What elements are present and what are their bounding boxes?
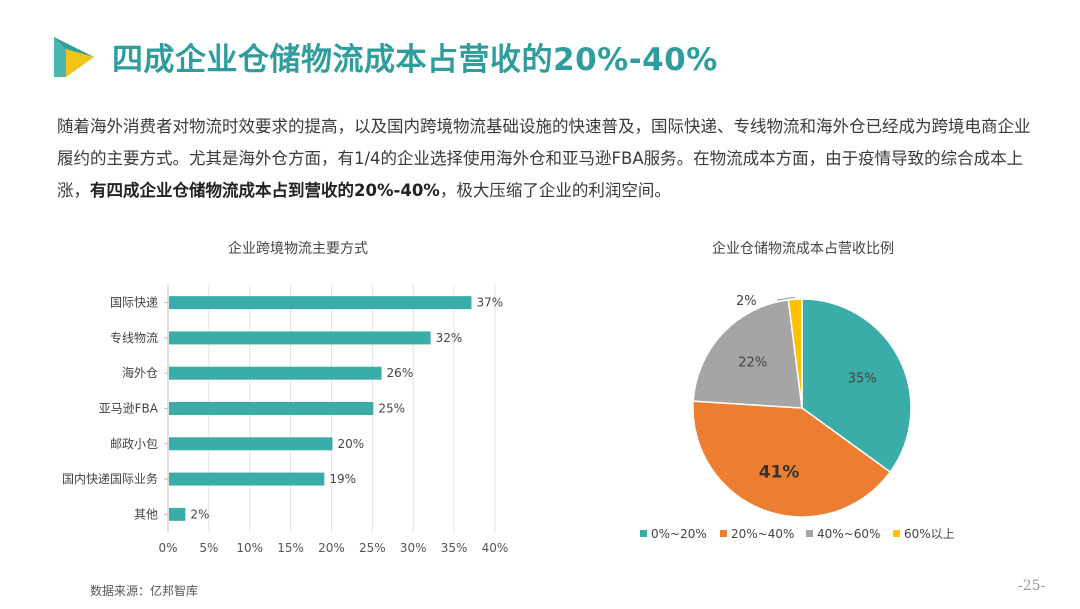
bar-category-label: 国际快递 <box>110 296 158 310</box>
pie-leader-line <box>776 296 796 301</box>
bar-category-label: 专线物流 <box>110 330 158 345</box>
pie-value-label: 2% <box>736 294 757 309</box>
bar-category-label: 海外仓 <box>122 365 158 380</box>
bar-x-tick-label: 10% <box>236 541 263 555</box>
bar-category-label: 邮政小包 <box>110 437 158 451</box>
pie-slice <box>692 400 892 518</box>
intro-paragraph: 随着海外消费者对物流时效要求的提高，以及国内跨境物流基础设施的快速普及，国际快递… <box>57 111 1037 207</box>
legend-label: 0%~20% <box>651 527 707 541</box>
bar-value-label: 2% <box>190 507 209 521</box>
logo-icon <box>54 37 94 77</box>
bar-category-label: 国内快递国际业务 <box>62 471 158 486</box>
bar-x-tick-label: 0% <box>158 541 177 555</box>
bar-x-tick-label: 20% <box>318 541 345 555</box>
bar <box>169 402 374 415</box>
bar <box>169 472 325 486</box>
pie-slice <box>801 298 912 474</box>
bar-x-tick-label: 30% <box>400 541 427 555</box>
page-title: 四成企业仓储物流成本占营收的20%-40% <box>112 42 718 78</box>
pie-slice <box>692 299 803 409</box>
intro-text-end: ，极大压缩了企业的利润空间。 <box>439 181 671 200</box>
legend-label: 40%~60% <box>817 527 880 541</box>
bar-value-label: 19% <box>329 472 356 486</box>
intro-highlight: 有四成企业仓储物流成本占到营收的20%-40% <box>90 181 440 200</box>
bar-chart-title: 企业跨境物流主要方式 <box>228 241 368 257</box>
legend-label: 20%~40% <box>731 527 794 541</box>
bar <box>169 296 472 310</box>
bar <box>169 366 382 380</box>
bar-x-tick-label: 5% <box>199 541 218 555</box>
intro-text: 随着海外消费者对物流时效要求的提高，以及国内跨境物流基础设施的快速普及，国际快递… <box>57 117 1031 200</box>
bar <box>169 331 431 345</box>
bar-category-label: 其他 <box>134 507 158 521</box>
pie-chart-title: 企业仓储物流成本占营收比例 <box>712 241 894 257</box>
pie-value-label: 22% <box>738 356 767 371</box>
bar-value-label: 37% <box>476 296 503 310</box>
bar-value-label: 25% <box>378 402 405 416</box>
page-number: -25- <box>1018 578 1046 594</box>
legend-swatch <box>640 530 647 537</box>
bar-category-label: 亚马逊FBA <box>99 402 159 416</box>
data-source: 数据来源：亿邦智库 <box>90 584 199 598</box>
bar-x-tick-label: 15% <box>277 541 304 555</box>
bar-x-tick-label: 25% <box>359 541 386 555</box>
bar <box>169 507 186 521</box>
bar-value-label: 32% <box>436 331 463 345</box>
bar-value-label: 26% <box>387 366 414 380</box>
pie-value-label: 41% <box>759 463 800 483</box>
bar-value-label: 20% <box>338 437 365 451</box>
legend-label: 60%以上 <box>904 527 955 541</box>
bar <box>169 437 333 451</box>
pie-value-label: 35% <box>848 371 877 386</box>
bar-x-tick-label: 35% <box>441 541 468 555</box>
legend-swatch <box>720 530 727 537</box>
legend-swatch <box>806 530 813 537</box>
bar-x-tick-label: 40% <box>482 541 509 555</box>
pie-slice <box>787 298 803 409</box>
legend-swatch <box>893 530 900 537</box>
